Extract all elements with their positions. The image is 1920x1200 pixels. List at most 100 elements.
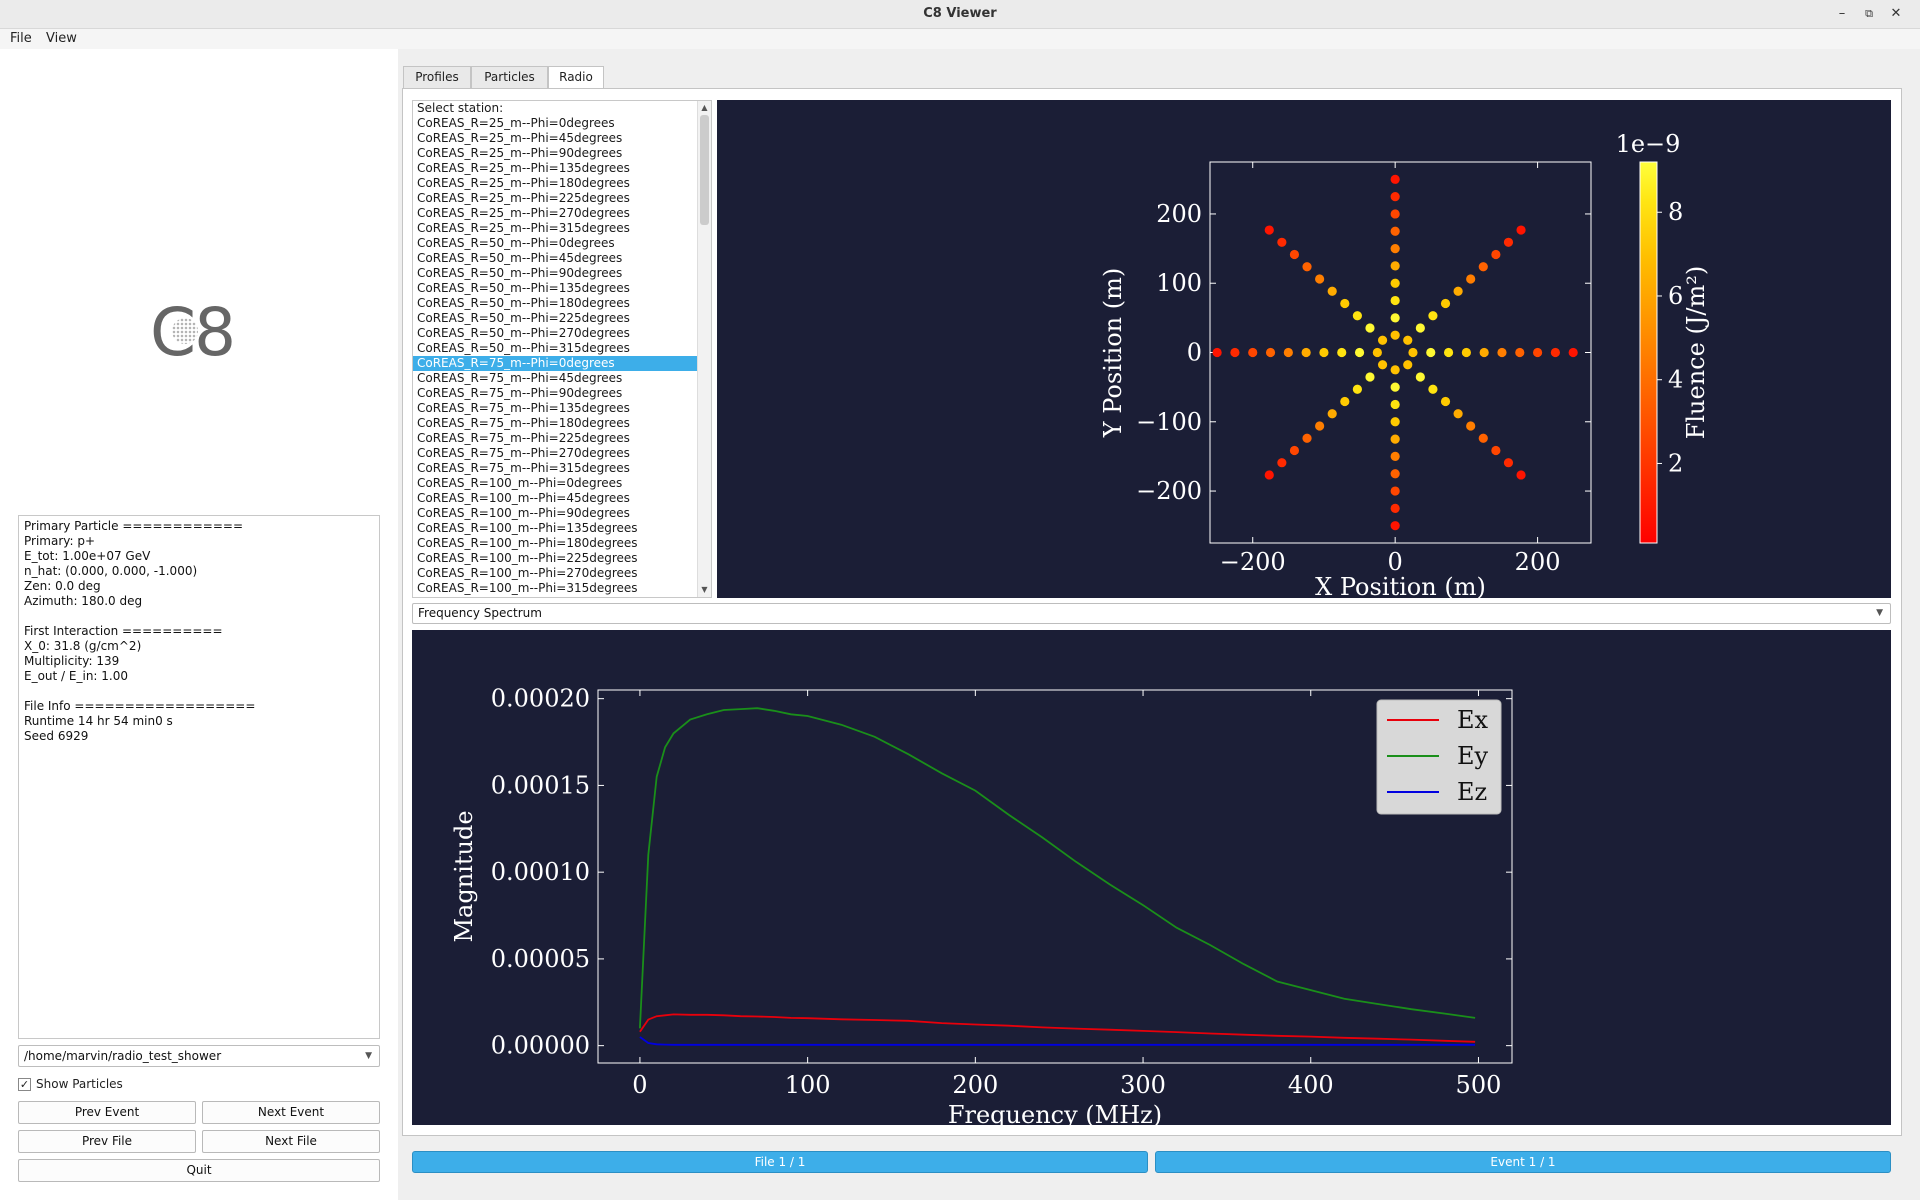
info-line: File Info ================== [24,699,256,713]
antenna-point [1377,335,1388,345]
station-list-item[interactable]: CoREAS_R=25_m--Phi=135degrees [417,161,630,175]
path-combo[interactable]: /home/marvin/radio_test_shower ▼ [18,1045,380,1067]
station-list-item[interactable]: CoREAS_R=25_m--Phi=180degrees [417,176,630,190]
station-list-item[interactable]: CoREAS_R=75_m--Phi=225degrees [417,431,630,445]
antenna-point [1340,396,1350,407]
legend-label-ex: Ex [1457,706,1489,734]
station-list-item[interactable]: CoREAS_R=75_m--Phi=135degrees [417,401,630,415]
station-list-item[interactable]: CoREAS_R=75_m--Phi=0degrees [413,356,711,371]
antenna-point [1390,503,1400,513]
station-list-item[interactable]: CoREAS_R=50_m--Phi=315degrees [417,341,630,355]
station-list-item[interactable]: CoREAS_R=25_m--Phi=315degrees [417,221,630,235]
antenna-point [1264,225,1274,235]
antenna-point [1403,335,1413,345]
station-list-item[interactable]: CoREAS_R=75_m--Phi=45degrees [417,371,623,385]
station-list-item[interactable]: CoREAS_R=100_m--Phi=180degrees [417,536,638,550]
path-combo-value: /home/marvin/radio_test_shower [24,1049,222,1063]
info-line: Zen: 0.0 deg [24,579,101,593]
antenna-point [1390,469,1400,479]
station-list-item[interactable]: CoREAS_R=100_m--Phi=135degrees [417,521,638,535]
tab-radio[interactable]: Radio [548,66,604,89]
station-list-item[interactable]: CoREAS_R=100_m--Phi=315degrees [417,581,638,595]
menu-bar: File View [0,29,1920,49]
series-line-ez [639,1036,1476,1046]
next-file-button[interactable]: Next File [202,1130,380,1153]
file-progress-label: File 1 / 1 [754,1155,806,1169]
station-list-item[interactable]: CoREAS_R=50_m--Phi=135degrees [417,281,630,295]
info-line [24,684,374,699]
menu-view[interactable]: View [46,31,77,46]
scrollbar-thumb[interactable] [700,115,709,225]
station-list-item[interactable]: CoREAS_R=50_m--Phi=45degrees [417,251,623,265]
x-tick-label: 400 [1288,1071,1334,1099]
quit-button[interactable]: Quit [18,1159,380,1182]
station-list-item[interactable]: CoREAS_R=25_m--Phi=270degrees [417,206,630,220]
show-particles-row[interactable]: ✓ Show Particles [18,1077,123,1093]
y-tick-label: 200 [1156,200,1202,228]
x-tick-label: 0 [632,1071,647,1099]
info-line: Multiplicity: 139 [24,654,120,668]
next-event-button[interactable]: Next Event [202,1101,380,1124]
station-list-item[interactable]: CoREAS_R=75_m--Phi=180degrees [417,416,630,430]
station-list-item[interactable]: CoREAS_R=75_m--Phi=270degrees [417,446,630,460]
antenna-point [1428,384,1438,394]
station-list-item[interactable]: CoREAS_R=50_m--Phi=180degrees [417,296,630,310]
station-list-item[interactable]: CoREAS_R=50_m--Phi=90degrees [417,266,623,280]
station-list-item[interactable]: CoREAS_R=100_m--Phi=225degrees [417,551,638,565]
minimize-icon[interactable]: – [1838,6,1846,21]
station-list[interactable]: Select station: CoREAS_R=25_m--Phi=0degre… [412,100,712,598]
antenna-point [1415,372,1425,382]
x-tick-label: 200 [1515,548,1561,576]
tab-profiles[interactable]: Profiles [403,66,471,88]
antenna-point [1466,274,1476,284]
station-list-item[interactable]: CoREAS_R=100_m--Phi=45degrees [417,491,630,505]
footprint-svg: −200 0 200 −200 −100 0 100 200 X Position (m) Y P… [1099,130,1710,598]
antenna-point [1390,521,1400,531]
show-particles-checkbox[interactable]: ✓ [18,1078,31,1091]
station-list-item[interactable]: CoREAS_R=75_m--Phi=90degrees [417,386,623,400]
antenna-point [1440,298,1451,309]
y-tick-label: 0.00020 [491,685,590,713]
prev-event-button[interactable]: Prev Event [18,1101,196,1124]
station-list-item[interactable]: CoREAS_R=25_m--Phi=225degrees [417,191,630,205]
antenna-point [1390,313,1400,323]
station-list-item[interactable]: CoREAS_R=100_m--Phi=90degrees [417,506,630,520]
station-list-items: Select station: CoREAS_R=25_m--Phi=0degre… [413,101,711,596]
antenna-point [1503,237,1514,247]
prev-file-button[interactable]: Prev File [18,1130,196,1153]
antenna-point [1515,347,1525,358]
menu-file[interactable]: File [10,31,32,46]
station-list-item[interactable]: CoREAS_R=50_m--Phi=225degrees [417,311,630,325]
antenna-point [1491,249,1501,260]
antenna-point [1415,323,1425,333]
tab-particles[interactable]: Particles [471,66,548,88]
station-list-scrollbar[interactable]: ▲ ▼ [697,101,711,597]
file-progress-bar: File 1 / 1 [412,1151,1148,1173]
close-icon[interactable]: ✕ [1890,6,1902,21]
station-list-item[interactable]: CoREAS_R=100_m--Phi=0degrees [417,476,623,490]
chevron-down-icon: ▼ [1876,608,1883,618]
scroll-up-icon[interactable]: ▲ [701,103,708,112]
antenna-point [1532,347,1543,358]
station-list-item[interactable]: CoREAS_R=100_m--Phi=270degrees [417,566,638,580]
plot-type-select[interactable]: Frequency Spectrum ▼ [412,603,1891,624]
station-list-item[interactable]: CoREAS_R=25_m--Phi=90degrees [417,146,623,160]
station-list-item[interactable]: CoREAS_R=25_m--Phi=0degrees [417,116,615,130]
antenna-point [1315,421,1325,431]
antenna-point [1479,347,1489,358]
colorbar-scale-label: 1e−9 [1616,130,1681,158]
station-list-item[interactable]: CoREAS_R=75_m--Phi=315degrees [417,461,630,475]
station-list-item[interactable]: CoREAS_R=50_m--Phi=270degrees [417,326,630,340]
restore-icon[interactable]: ⧉ [1865,7,1873,20]
scroll-down-icon[interactable]: ▼ [701,585,708,594]
info-line: Seed 6929 [24,729,89,743]
c8-logo: C8 [150,294,236,371]
antenna-point [1390,434,1400,444]
antenna-point [1568,347,1578,358]
station-list-item[interactable]: CoREAS_R=50_m--Phi=0degrees [417,236,615,250]
antenna-point [1497,347,1507,358]
info-line: n_hat: (0.000, 0.000, -1.000) [24,564,198,578]
colorbar-tick-label: 6 [1668,282,1683,310]
station-list-item[interactable]: CoREAS_R=25_m--Phi=45degrees [417,131,623,145]
y-axis-label: Magnitude [450,810,478,942]
